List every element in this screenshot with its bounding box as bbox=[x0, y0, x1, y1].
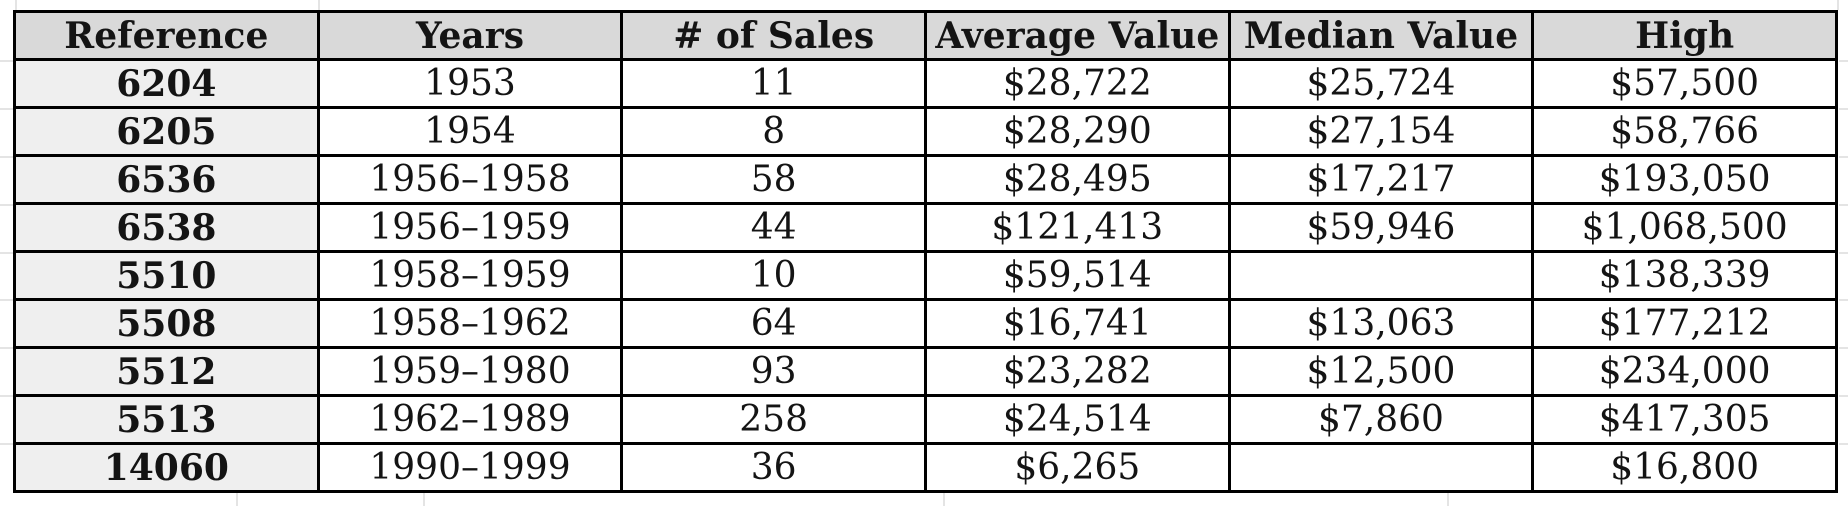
cell-high: $193,050 bbox=[1531, 154, 1838, 205]
cell-reference: 5510 bbox=[13, 250, 320, 301]
cell-median-value: $27,154 bbox=[1227, 106, 1535, 157]
cell-high: $234,000 bbox=[1531, 346, 1838, 397]
spreadsheet-gridline bbox=[423, 493, 425, 506]
cell-high: $138,339 bbox=[1531, 250, 1838, 301]
cell-high: $57,500 bbox=[1531, 58, 1838, 109]
spreadsheet-gridline bbox=[1839, 347, 1848, 349]
cell-median-value bbox=[1227, 442, 1535, 493]
spreadsheet-gridline bbox=[0, 204, 13, 206]
cell-num-sales: 93 bbox=[620, 346, 927, 397]
cell-num-sales: 258 bbox=[620, 394, 927, 445]
spreadsheet-gridline bbox=[1447, 493, 1449, 506]
cell-years: 1954 bbox=[316, 106, 624, 157]
header-row: Reference Years # of Sales Average Value Med… bbox=[13, 10, 1838, 61]
cell-reference: 5508 bbox=[13, 298, 320, 349]
cell-average-value: $24,514 bbox=[923, 394, 1231, 445]
table-row: 5512 1959–1980 93 $23,282 $12,500 $234,000 bbox=[13, 346, 1838, 397]
cell-median-value: $13,063 bbox=[1227, 298, 1535, 349]
spreadsheet-gridline bbox=[0, 156, 13, 158]
column-header-num-sales: # of Sales bbox=[620, 10, 927, 61]
cell-median-value: $17,217 bbox=[1227, 154, 1535, 205]
cell-median-value: $7,860 bbox=[1227, 394, 1535, 445]
cell-reference: 6204 bbox=[13, 58, 320, 109]
cell-average-value: $28,495 bbox=[923, 154, 1231, 205]
cell-average-value: $23,282 bbox=[923, 346, 1231, 397]
cell-years: 1956–1959 bbox=[316, 202, 624, 253]
spreadsheet-gridline bbox=[0, 108, 13, 110]
spreadsheet-gridline bbox=[0, 299, 13, 301]
spreadsheet-gridline bbox=[1839, 395, 1848, 397]
table-header: Reference Years # of Sales Average Value Med… bbox=[13, 10, 1838, 61]
cell-high: $16,800 bbox=[1531, 442, 1838, 493]
cell-high: $1,068,500 bbox=[1531, 202, 1838, 253]
cell-years: 1953 bbox=[316, 58, 624, 109]
cell-num-sales: 8 bbox=[620, 106, 927, 157]
column-header-average-value: Average Value bbox=[923, 10, 1231, 61]
cell-num-sales: 64 bbox=[620, 298, 927, 349]
table-row: 5508 1958–1962 64 $16,741 $13,063 $177,212 bbox=[13, 298, 1838, 349]
cell-years: 1959–1980 bbox=[316, 346, 624, 397]
table-row: 5513 1962–1989 258 $24,514 $7,860 $417,305 bbox=[13, 394, 1838, 445]
spreadsheet-gridline bbox=[318, 0, 320, 10]
cell-num-sales: 58 bbox=[620, 154, 927, 205]
cell-average-value: $28,722 bbox=[923, 58, 1231, 109]
table-body: 6204 1953 11 $28,722 $25,724 $57,500 6205 1954 8… bbox=[13, 58, 1838, 493]
cell-average-value: $121,413 bbox=[923, 202, 1231, 253]
table-row: 6204 1953 11 $28,722 $25,724 $57,500 bbox=[13, 58, 1838, 109]
cell-median-value: $59,946 bbox=[1227, 202, 1535, 253]
table-row: 14060 1990–1999 36 $6,265 $16,800 bbox=[13, 442, 1838, 493]
cell-reference: 5513 bbox=[13, 394, 320, 445]
cell-years: 1958–1959 bbox=[316, 250, 624, 301]
spreadsheet-gridline bbox=[236, 493, 238, 506]
cell-num-sales: 11 bbox=[620, 58, 927, 109]
cell-high: $417,305 bbox=[1531, 394, 1838, 445]
column-header-high: High bbox=[1531, 10, 1838, 61]
cell-num-sales: 44 bbox=[620, 202, 927, 253]
cell-years: 1958–1962 bbox=[316, 298, 624, 349]
cell-reference: 5512 bbox=[13, 346, 320, 397]
spreadsheet-gridline bbox=[1837, 0, 1839, 10]
spreadsheet-gridline bbox=[943, 493, 945, 506]
spreadsheet-gridline bbox=[0, 347, 13, 349]
spreadsheet-gridline bbox=[0, 252, 13, 254]
cell-reference: 14060 bbox=[13, 442, 320, 493]
cell-average-value: $59,514 bbox=[923, 250, 1231, 301]
spreadsheet-gridline bbox=[1839, 299, 1848, 301]
sales-table: Reference Years # of Sales Average Value Med… bbox=[13, 10, 1838, 493]
spreadsheet-gridline bbox=[1839, 108, 1848, 110]
spreadsheet-gridline bbox=[1839, 204, 1848, 206]
cell-median-value: $25,724 bbox=[1227, 58, 1535, 109]
column-header-median-value: Median Value bbox=[1227, 10, 1535, 61]
cell-high: $58,766 bbox=[1531, 106, 1838, 157]
cell-num-sales: 36 bbox=[620, 442, 927, 493]
cell-reference: 6205 bbox=[13, 106, 320, 157]
spreadsheet-gridline bbox=[0, 443, 13, 445]
cell-years: 1956–1958 bbox=[316, 154, 624, 205]
cell-median-value: $12,500 bbox=[1227, 346, 1535, 397]
cell-reference: 6538 bbox=[13, 202, 320, 253]
table-row: 6205 1954 8 $28,290 $27,154 $58,766 bbox=[13, 106, 1838, 157]
cell-num-sales: 10 bbox=[620, 250, 927, 301]
cell-median-value bbox=[1227, 250, 1535, 301]
cell-years: 1990–1999 bbox=[316, 442, 624, 493]
spreadsheet-gridline bbox=[0, 395, 13, 397]
table-row: 5510 1958–1959 10 $59,514 $138,339 bbox=[13, 250, 1838, 301]
spreadsheet-gridline bbox=[1839, 252, 1848, 254]
column-header-years: Years bbox=[316, 10, 624, 61]
spreadsheet-gridline bbox=[15, 0, 17, 10]
cell-average-value: $28,290 bbox=[923, 106, 1231, 157]
column-header-reference: Reference bbox=[13, 10, 320, 61]
cell-average-value: $6,265 bbox=[923, 442, 1231, 493]
spreadsheet-gridline bbox=[1839, 60, 1848, 62]
table-row: 6538 1956–1959 44 $121,413 $59,946 $1,068,500 bbox=[13, 202, 1838, 253]
spreadsheet-gridline bbox=[1839, 156, 1848, 158]
cell-reference: 6536 bbox=[13, 154, 320, 205]
spreadsheet-gridline bbox=[1839, 443, 1848, 445]
table-row: 6536 1956–1958 58 $28,495 $17,217 $193,050 bbox=[13, 154, 1838, 205]
cell-years: 1962–1989 bbox=[316, 394, 624, 445]
cell-high: $177,212 bbox=[1531, 298, 1838, 349]
cell-average-value: $16,741 bbox=[923, 298, 1231, 349]
spreadsheet-gridline bbox=[0, 60, 13, 62]
